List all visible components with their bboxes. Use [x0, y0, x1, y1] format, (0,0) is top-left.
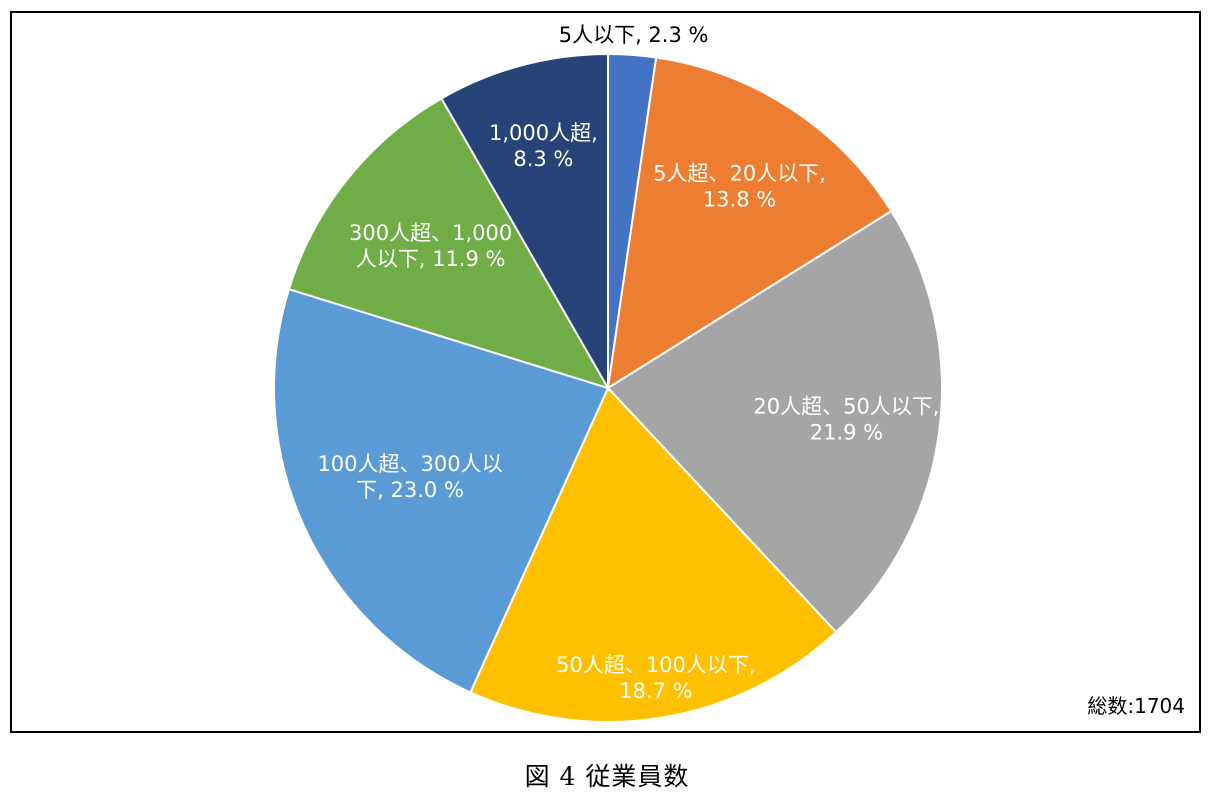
total-count-label: 総数:1704	[1087, 694, 1185, 718]
slice-label-line: 20人超、50人以下,	[753, 394, 939, 418]
slice-label-1: 5人以下, 2.3 %	[559, 23, 709, 47]
slice-label-7: 1,000人超, 8.3 %	[489, 121, 598, 171]
slice-label-line: 13.8 %	[703, 188, 776, 212]
figure-caption: 図 4 従業員数	[524, 762, 690, 791]
slice-label-4: 50人超、100人以下, 18.7 %	[556, 653, 755, 703]
slice-label-6: 300人超、1,000 人以下, 11.9 %	[349, 221, 512, 271]
pie-slice-4	[469, 386, 838, 723]
slice-label-line: 5人以下, 2.3 %	[559, 23, 709, 47]
slice-label-line: 300人超、1,000	[349, 221, 512, 245]
slice-label-line: 5人超、20人以下,	[653, 162, 826, 186]
slice-label-line: 人以下, 11.9 %	[356, 247, 506, 271]
slice-label-line: 下, 23.0 %	[356, 478, 464, 502]
slice-label-line: 18.7 %	[619, 679, 692, 703]
slice-label-3: 20人超、50人以下, 21.9 %	[753, 394, 939, 444]
pie-slice-2	[606, 56, 893, 390]
slice-label-line: 8.3 %	[513, 147, 573, 171]
slice-label-line: 100人超、300人以	[317, 452, 502, 476]
slice-label-line: 1,000人超,	[489, 121, 598, 145]
chart-frame: 5人以下, 2.3 % 5人超、20人以下, 13.8 % 20人超、50人以下, 21…	[10, 11, 1201, 733]
pie-slice-5	[273, 287, 610, 694]
slice-label-line: 21.9 %	[810, 420, 883, 444]
pie-slice-3	[606, 209, 943, 634]
pie-slice-6	[287, 97, 611, 390]
slice-label-2: 5人超、20人以下, 13.8 %	[653, 162, 826, 212]
pie-slice-7	[440, 52, 609, 392]
slice-label-5: 100人超、300人以下, 23.0 %	[317, 452, 502, 502]
pie-chart: 5人以下, 2.3 % 5人超、20人以下, 13.8 % 20人超、50人以下, 21…	[273, 23, 943, 723]
slice-label-line: 50人超、100人以下,	[556, 653, 755, 677]
